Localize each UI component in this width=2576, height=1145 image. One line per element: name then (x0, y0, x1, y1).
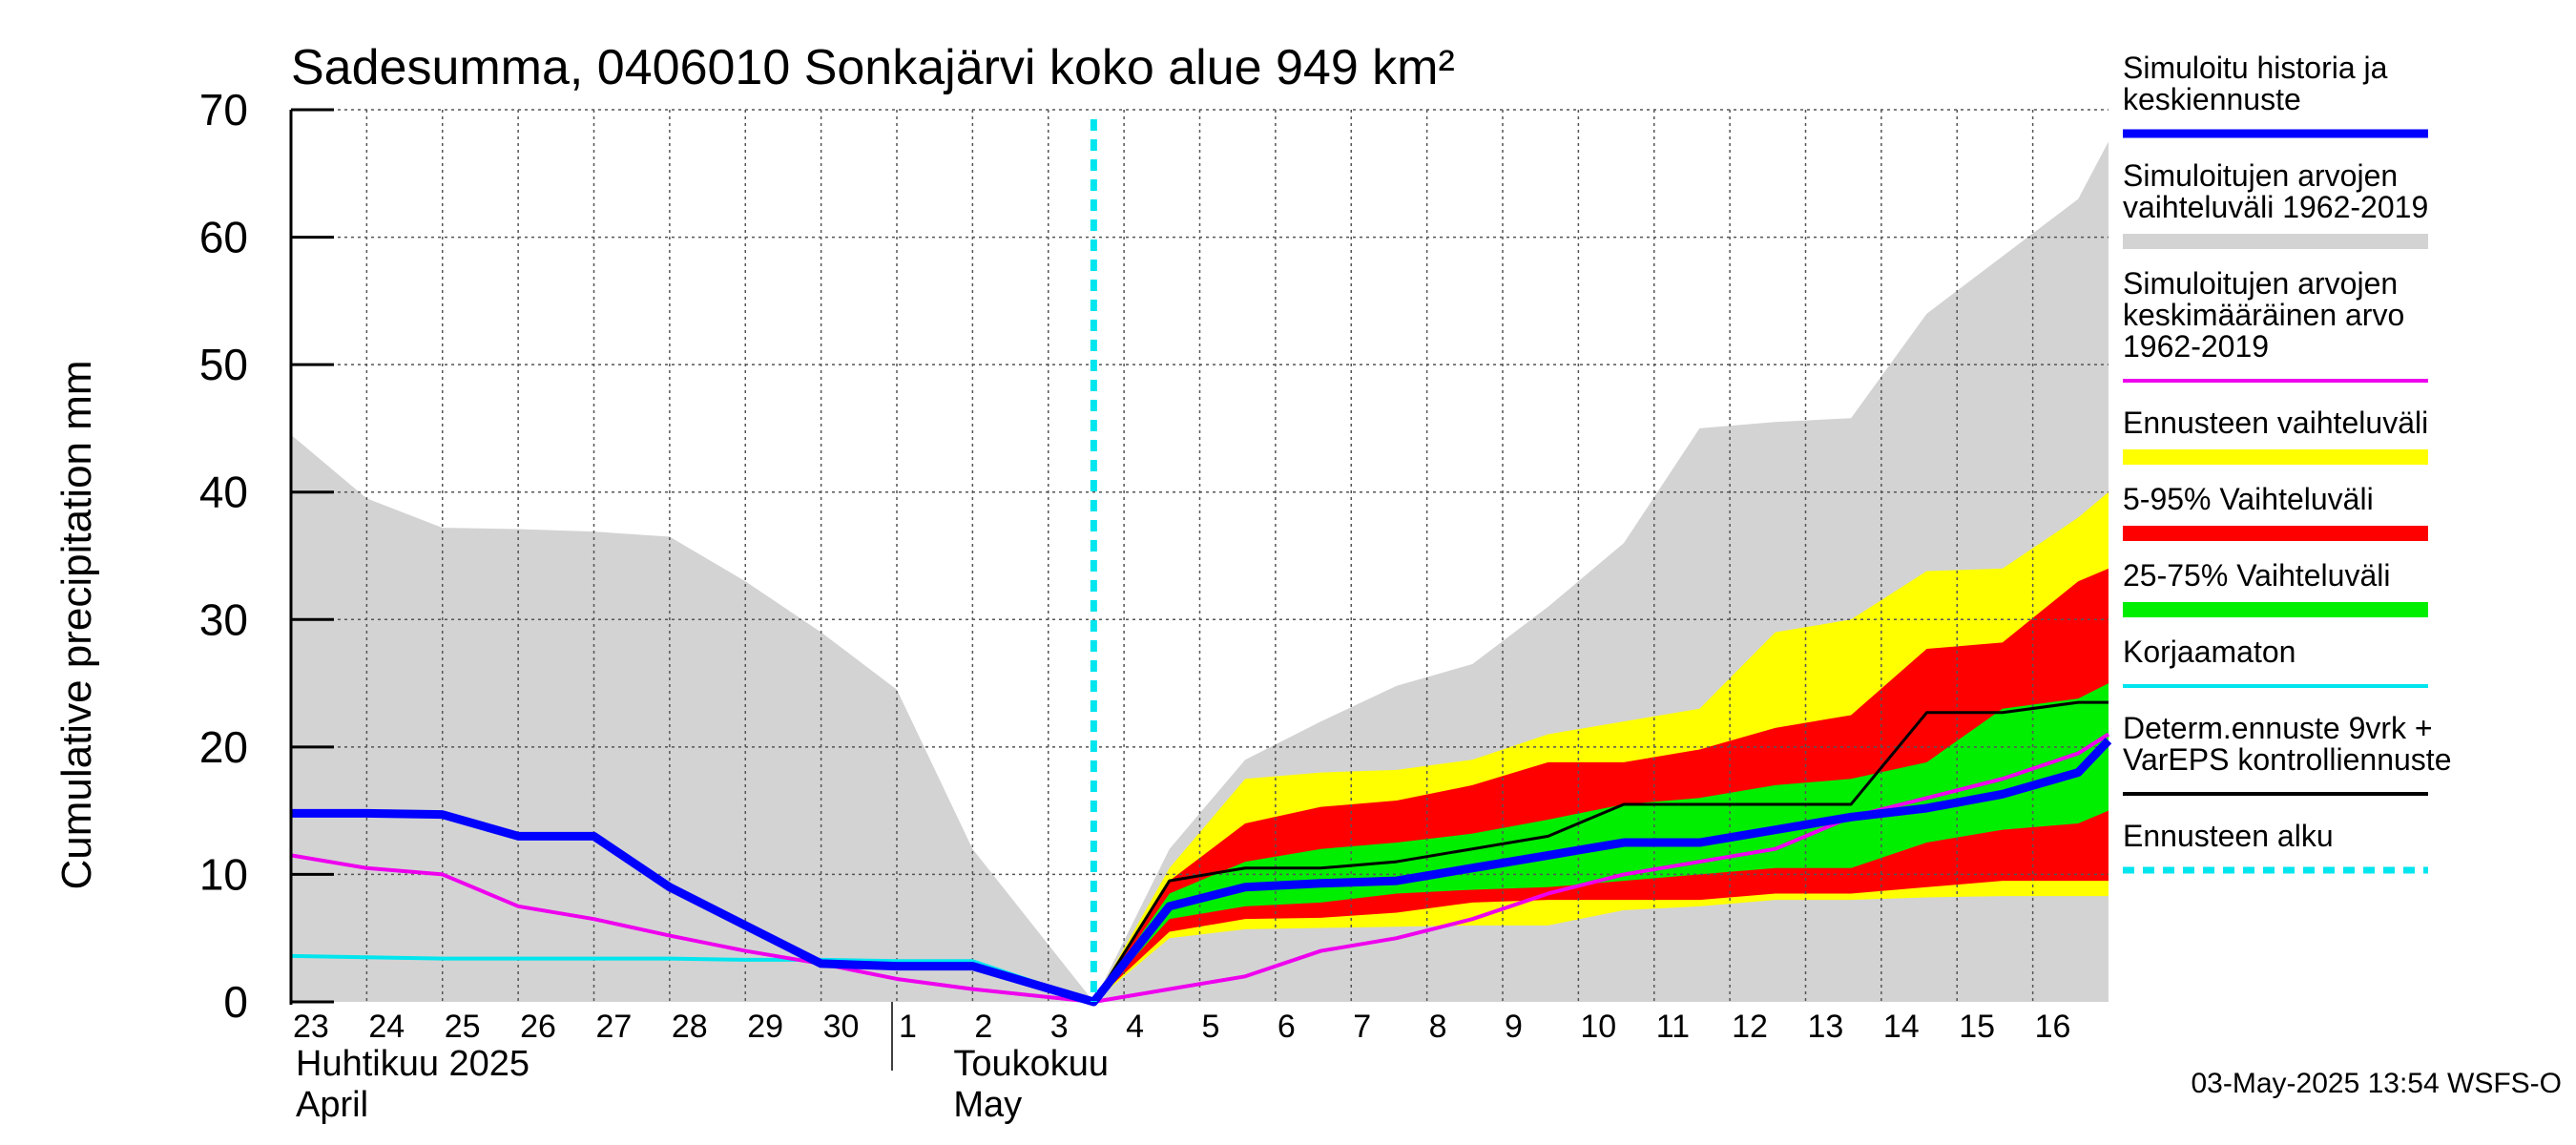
x-tick-label: 11 (1656, 1009, 1690, 1045)
legend-text: Simuloitu historia ja (2123, 51, 2388, 85)
y-tick-label: 20 (199, 722, 248, 772)
x-tick-label: 15 (1959, 1009, 1995, 1045)
x-tick-label: 26 (520, 1009, 556, 1045)
x-tick-label: 2 (974, 1009, 992, 1045)
y-tick-label: 30 (199, 594, 248, 644)
legend-text: vaihteluväli 1962-2019 (2123, 190, 2428, 224)
y-tick-label: 60 (199, 213, 248, 262)
grid (291, 109, 2109, 1002)
x-tick-label: 10 (1580, 1009, 1616, 1045)
x-tick-label: 27 (596, 1009, 633, 1045)
legend-item: 25-75% Vaihteluväli (2123, 558, 2428, 617)
legend-text: Simuloitujen arvojen (2123, 158, 2398, 193)
legend-item: Ennusteen alku (2123, 819, 2428, 874)
plot-area (290, 109, 2112, 1007)
legend-text: Simuloitujen arvojen (2123, 266, 2398, 301)
legend-swatch (2123, 449, 2428, 465)
month-label-en: April (296, 1085, 368, 1125)
x-tick-label: 29 (747, 1009, 783, 1045)
x-tick-label: 3 (1050, 1009, 1069, 1045)
legend-text: Ennusteen alku (2123, 819, 2334, 853)
legend-text: 1962-2019 (2123, 329, 2269, 364)
x-tick-label: 28 (672, 1009, 708, 1045)
series-line-2 (290, 953, 1095, 1004)
legend-text: keskiennuste (2123, 82, 2301, 116)
x-tick-label: 25 (445, 1009, 481, 1045)
x-tick-label: 23 (293, 1009, 329, 1045)
month-label-fi: Huhtikuu 2025 (296, 1044, 530, 1084)
y-tick-label: 40 (199, 468, 248, 517)
x-tick-label: 12 (1732, 1009, 1768, 1045)
x-tick-label: 6 (1278, 1009, 1296, 1045)
x-tick-label: 8 (1429, 1009, 1447, 1045)
x-tick-label: 14 (1883, 1009, 1920, 1045)
legend-text: Determ.ennuste 9vrk + (2123, 711, 2433, 745)
timestamp: 03-May-2025 13:54 WSFS-O (2192, 1068, 2563, 1099)
legend-swatch (2123, 526, 2428, 541)
y-axis-label: Cumulative precipitation mm (53, 360, 100, 889)
legend: Simuloitu historia jakeskiennusteSimuloi… (2123, 51, 2451, 874)
series-line-0 (291, 738, 2112, 1007)
legend-text: 5-95% Vaihteluväli (2123, 482, 2374, 516)
legend-swatch (2123, 602, 2428, 617)
legend-item: Korjaamaton (2123, 635, 2428, 688)
series-line-3 (1092, 700, 2109, 1003)
month-label-fi: Toukokuu (953, 1044, 1109, 1084)
legend-item: Determ.ennuste 9vrk +VarEPS kontrollienn… (2123, 711, 2451, 796)
legend-text: keskimääräinen arvo (2123, 298, 2404, 332)
x-tick-label: 1 (899, 1009, 917, 1045)
legend-text: Ennusteen vaihteluväli (2123, 406, 2428, 440)
legend-item: 5-95% Vaihteluväli (2123, 482, 2428, 541)
y-tick-label: 0 (223, 977, 248, 1027)
x-tick-label: 9 (1505, 1009, 1523, 1045)
legend-text: Korjaamaton (2123, 635, 2296, 669)
x-tick-label: 5 (1202, 1009, 1220, 1045)
legend-swatch (2123, 234, 2428, 249)
y-tick-label: 10 (199, 849, 248, 899)
legend-text: VarEPS kontrolliennuste (2123, 742, 2451, 777)
x-tick-label: 24 (368, 1009, 405, 1045)
y-tick-label: 70 (199, 85, 248, 135)
month-label-en: May (953, 1085, 1022, 1125)
x-tick-label: 16 (2035, 1009, 2071, 1045)
x-tick-label: 30 (823, 1009, 860, 1045)
x-tick-label: 7 (1353, 1009, 1371, 1045)
legend-text: 25-75% Vaihteluväli (2123, 558, 2390, 593)
x-tick-label: 4 (1126, 1009, 1144, 1045)
legend-item: Ennusteen vaihteluväli (2123, 406, 2428, 465)
y-tick-label: 50 (199, 340, 248, 389)
x-tick-label: 13 (1808, 1009, 1844, 1045)
chart-title: Sadesumma, 0406010 Sonkajärvi koko alue … (291, 40, 1455, 95)
